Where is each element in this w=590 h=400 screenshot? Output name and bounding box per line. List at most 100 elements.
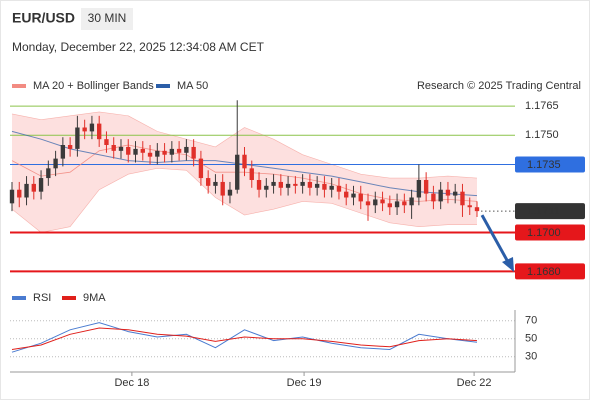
candle-body	[126, 146, 131, 155]
candle-body	[162, 150, 167, 155]
candle-body	[314, 183, 320, 188]
level-label: 1.1735	[527, 159, 561, 171]
candle-body	[147, 152, 153, 157]
bollinger-edge	[11, 167, 477, 233]
candle-body	[169, 148, 175, 155]
timeframe-box	[81, 8, 133, 30]
candle-body	[373, 199, 378, 206]
legend-label: RSI	[33, 292, 51, 304]
candle-body	[394, 201, 400, 208]
candle-body	[97, 123, 102, 140]
candle-body	[140, 148, 145, 153]
candle-body	[17, 189, 22, 198]
candle-body	[111, 145, 116, 151]
candle-body	[133, 148, 138, 155]
candle-body	[271, 181, 276, 186]
candle-body	[467, 205, 472, 208]
candle-body	[409, 197, 414, 206]
candle-body	[249, 168, 254, 180]
candle-body	[474, 207, 480, 212]
candle-body	[104, 139, 109, 145]
symbol: EUR/USD	[12, 10, 75, 26]
candle-body	[344, 191, 349, 198]
candle-body	[460, 191, 465, 206]
x-tick-label: Dec 18	[114, 377, 149, 389]
forecast-arrow	[480, 214, 510, 263]
candle-body	[256, 180, 262, 190]
legend-swatch	[12, 296, 26, 300]
candle-body	[46, 168, 51, 179]
y-tick-label: 30	[525, 351, 537, 363]
candle-body	[445, 189, 451, 196]
legend-label: MA 20 + Bollinger Bands	[33, 80, 154, 92]
candle-body	[278, 181, 284, 188]
level-box	[515, 263, 585, 280]
candle-body	[24, 183, 29, 198]
candle-body	[9, 189, 15, 204]
candle-body	[293, 183, 298, 186]
candle-body	[67, 145, 73, 149]
candle-body	[380, 199, 385, 204]
candle-body	[322, 183, 327, 190]
candle-body	[60, 145, 66, 159]
legend-swatch	[62, 296, 76, 300]
x-tick-label: Dec 22	[457, 377, 492, 389]
legend-label: MA 50	[177, 80, 208, 92]
candle-body	[155, 150, 160, 157]
candle-body	[416, 180, 422, 198]
candle-body	[198, 158, 204, 179]
level-box	[515, 156, 585, 173]
candle-body	[242, 154, 247, 169]
current-price-box	[515, 203, 585, 220]
timestamp: Monday, December 22, 2025 12:34:08 AM CE…	[12, 40, 265, 54]
candle-body	[176, 148, 182, 153]
candle-body	[387, 203, 392, 208]
current-price-label: 1.1711	[527, 206, 560, 218]
candle-body	[438, 189, 443, 202]
timeframe: 30 MIN	[88, 11, 127, 25]
level-label: 1.1680	[527, 266, 561, 278]
candle-body	[213, 181, 218, 186]
candle-body	[184, 146, 189, 153]
legend-swatch	[12, 84, 26, 88]
forecast-arrowhead	[502, 257, 514, 272]
candle-body	[118, 146, 124, 151]
candle-body	[205, 178, 211, 186]
candle-body	[191, 146, 196, 159]
candle-body	[402, 201, 407, 206]
candle-body	[75, 127, 80, 149]
candle-body	[351, 193, 356, 198]
candle-body	[423, 180, 429, 194]
candle-body	[307, 181, 313, 188]
candle-body	[53, 158, 58, 169]
candle-body	[431, 193, 436, 202]
legend-swatch	[156, 84, 170, 88]
level-label: 1.1765	[525, 100, 559, 112]
candle-body	[453, 191, 458, 196]
candle-body	[336, 185, 342, 192]
y-tick-label: 50	[525, 333, 537, 345]
candle-body	[285, 183, 291, 188]
candle-body	[89, 123, 95, 132]
candle-body	[220, 181, 225, 196]
indicator-line	[11, 327, 478, 350]
bollinger-edge	[11, 111, 478, 179]
x-tick-label: Dec 19	[287, 377, 322, 389]
candle-body	[38, 178, 44, 192]
candle-body	[235, 154, 240, 190]
candle-body	[358, 193, 363, 202]
candle-body	[227, 189, 233, 196]
candle-body	[264, 185, 269, 190]
level-box	[515, 224, 585, 241]
candle-body	[329, 185, 334, 190]
level-label: 1.1700	[527, 227, 561, 239]
source: Research © 2025 Trading Central	[417, 80, 581, 92]
legend-label: 9MA	[83, 292, 106, 304]
candle-body	[82, 127, 87, 132]
level-label: 1.1750	[525, 129, 559, 141]
candle-body	[300, 181, 305, 186]
candle-body	[365, 201, 371, 206]
candle-body	[31, 183, 36, 192]
y-tick-label: 70	[525, 315, 537, 327]
